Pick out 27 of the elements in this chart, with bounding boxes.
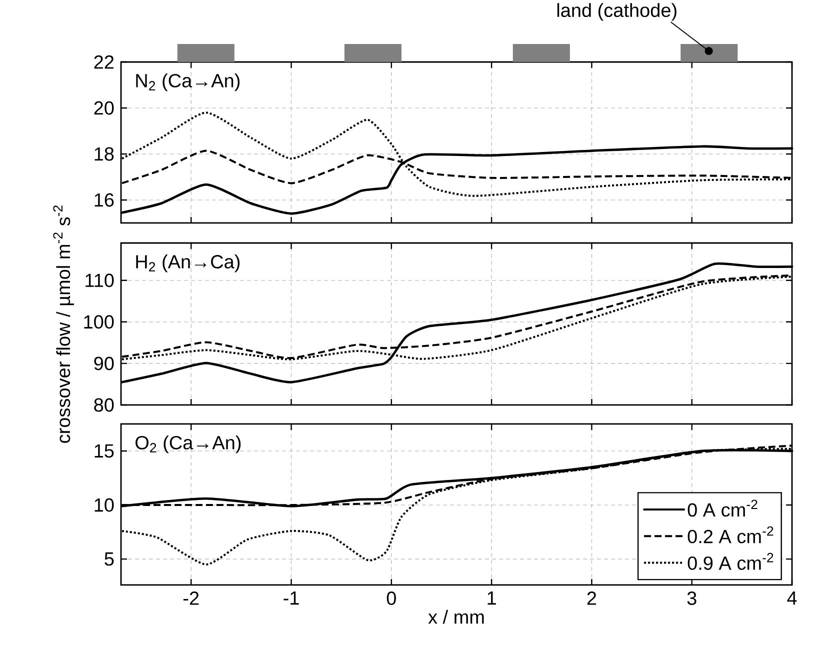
text: O$_{2}$ (Ca→An) [136, 435, 241, 454]
text: land (cathode) [557, 3, 676, 21]
y-tick-label: 22 [94, 55, 114, 69]
legend-label: 0 A cm$^{-2}$ [688, 500, 758, 517]
text: N$_{2}$ (Ca→An) [136, 73, 240, 92]
x-tick-label: -2 [184, 592, 199, 605]
legend-label: 0.2 A cm$^{-2}$ [688, 526, 774, 544]
y-tick-label: 10 [94, 498, 114, 512]
y-tick-label: 90 [94, 356, 114, 370]
y-tick-label: 5 [104, 552, 114, 566]
y-tick-label: 15 [94, 444, 114, 458]
y-tick-label: 18 [94, 147, 114, 161]
x-tick-label: 3 [687, 592, 696, 605]
legend-label: 0.9 A cm$^{-2}$ [688, 552, 774, 570]
y-tick-label: 100 [84, 315, 114, 329]
x-tick-label: 4 [787, 592, 797, 605]
y-tick-label: 16 [94, 193, 114, 207]
x-tick-label: 2 [587, 592, 596, 605]
text: H$_{2}$ (An→Ca) [136, 254, 240, 272]
x-axis-title: x / mm [428, 610, 484, 624]
y-tick-label: 80 [94, 398, 114, 412]
y-axis-title: crossover flow / µmol m$^{-2}$ s$^{-2}$ [53, 205, 74, 443]
x-tick-label: 0 [386, 592, 396, 605]
y-tick-label: 110 [86, 274, 114, 288]
y-tick-label: 20 [94, 101, 114, 115]
x-tick-label: 1 [488, 592, 496, 605]
x-tick-label: -1 [284, 592, 299, 605]
